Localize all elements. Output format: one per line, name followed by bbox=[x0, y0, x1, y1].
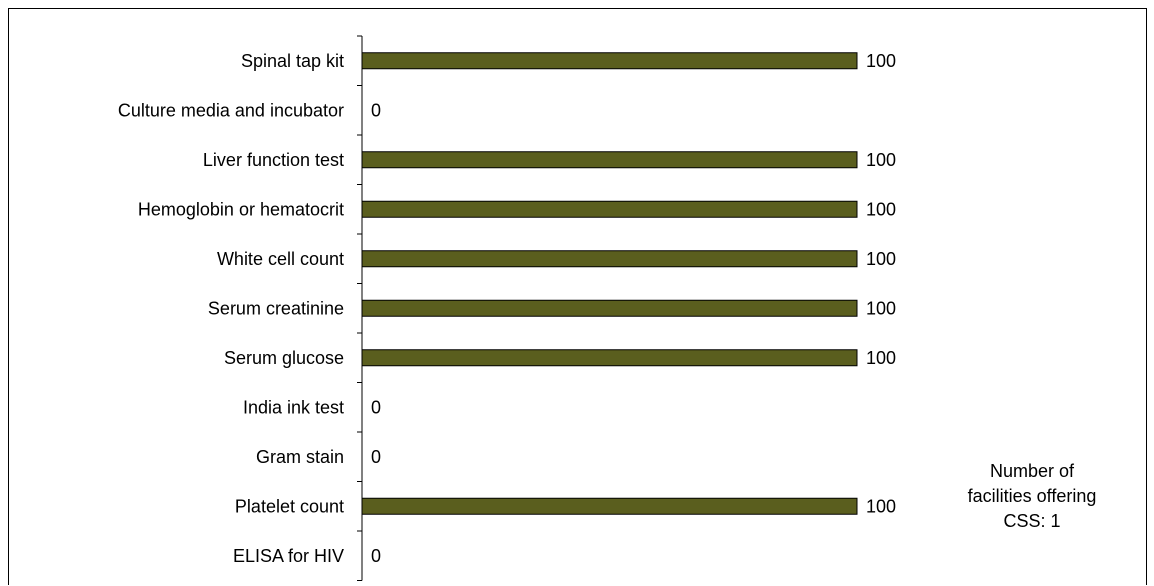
value-label: 0 bbox=[371, 397, 381, 417]
value-label: 100 bbox=[866, 150, 896, 170]
category-label: Liver function test bbox=[203, 150, 344, 170]
facilities-note-line: facilities offering bbox=[968, 486, 1097, 506]
category-label: Hemoglobin or hematocrit bbox=[138, 199, 344, 219]
value-label: 0 bbox=[371, 100, 381, 120]
bar bbox=[361, 299, 858, 317]
bar bbox=[361, 52, 858, 70]
value-label: 100 bbox=[866, 249, 896, 269]
bar bbox=[361, 497, 858, 515]
bar bbox=[361, 250, 858, 268]
bar bbox=[361, 200, 858, 218]
value-label: 100 bbox=[866, 496, 896, 516]
value-label: 0 bbox=[371, 447, 381, 467]
category-label: White cell count bbox=[217, 249, 344, 269]
category-label: Spinal tap kit bbox=[241, 51, 344, 71]
value-label: 0 bbox=[371, 546, 381, 566]
value-label: 100 bbox=[866, 199, 896, 219]
facilities-note: Number of facilities offering CSS: 1 bbox=[968, 461, 1097, 531]
y-axis bbox=[357, 35, 363, 581]
chart-frame bbox=[8, 8, 1147, 585]
facilities-note-line: Number of bbox=[990, 461, 1075, 481]
value-label: 100 bbox=[866, 298, 896, 318]
value-label: 100 bbox=[866, 348, 896, 368]
category-label: Serum creatinine bbox=[208, 298, 344, 318]
category-label: Serum glucose bbox=[224, 348, 344, 368]
value-label: 100 bbox=[866, 51, 896, 71]
category-label: Gram stain bbox=[256, 447, 344, 467]
category-label: Platelet count bbox=[235, 496, 344, 516]
bar bbox=[361, 349, 858, 367]
category-label: India ink test bbox=[243, 397, 344, 417]
facilities-note-line: CSS: 1 bbox=[1003, 511, 1060, 531]
bar bbox=[361, 151, 858, 169]
category-label: ELISA for HIV bbox=[233, 546, 344, 566]
category-label: Culture media and incubator bbox=[118, 100, 344, 120]
bars bbox=[361, 52, 858, 515]
category-labels: Spinal tap kit Culture media and incubato… bbox=[118, 51, 344, 566]
value-labels: 100 0 100 100 100 100 100 0 0 100 0 bbox=[371, 51, 896, 566]
